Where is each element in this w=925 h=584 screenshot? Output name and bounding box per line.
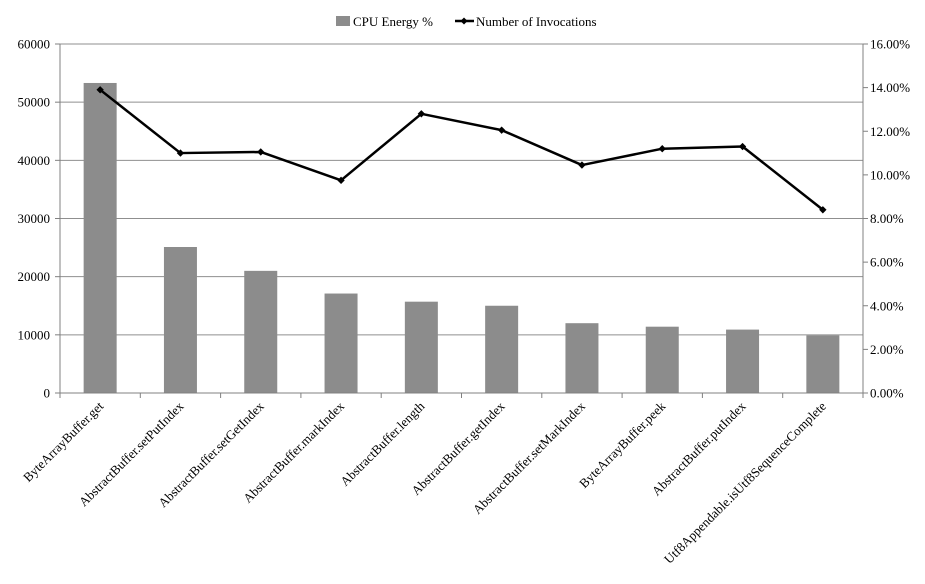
right-tick-label: 14.00% [870,80,910,95]
invocations-point-7 [658,145,666,153]
invocations-series-line [99,88,824,211]
left-tick-label: 40000 [18,153,51,168]
left-tick-label: 50000 [18,95,51,110]
bar-cpu-energy-8 [726,329,760,393]
category-label: AbstractBuffer.length [337,398,428,489]
left-tick-label: 20000 [18,269,51,284]
invocations-point-2 [257,148,265,156]
category-label: ByteArrayBuffer.get [20,398,107,485]
left-tick-label: 60000 [18,37,51,52]
legend: CPU Energy % Number of Invocations [336,14,597,29]
invocations-point-0 [96,86,104,94]
category-label: ByteArrayBuffer.peek [576,398,669,491]
bar-cpu-energy-7 [645,326,679,393]
invocations-point-8 [738,142,747,151]
invocations-line [96,86,827,214]
right-tick-label: 0.00% [870,386,904,401]
right-tick-label: 6.00% [870,255,904,270]
right-tick-label: 4.00% [870,298,904,313]
category-label: Utf8Appendable.isUtf8SequenceComplete [661,398,829,566]
right-tick-label: 12.00% [870,124,910,139]
legend-label-cpu-energy: CPU Energy % [353,14,433,29]
bar-cpu-energy-6 [565,323,599,393]
invocations-point-5 [497,126,506,134]
bar-cpu-energy-4 [404,301,438,393]
left-tick-label: 0 [44,386,51,401]
bar-cpu-energy-1 [163,247,197,393]
left-tick-label: 30000 [18,211,51,226]
bar-cpu-energy-5 [485,305,519,393]
left-tick-label: 10000 [18,327,51,342]
legend-marker-invocations [460,17,468,25]
right-tick-label: 16.00% [870,37,910,52]
bar-cpu-energy-9 [806,335,840,393]
right-tick-label: 10.00% [870,167,910,182]
legend-swatch-cpu-energy [336,16,350,26]
bar-cpu-energy-0 [83,82,117,393]
right-tick-label: 2.00% [870,342,904,357]
bar-cpu-energy-3 [324,293,358,393]
invocations-point-6 [578,161,586,169]
right-tick-label: 8.00% [870,211,904,226]
invocations-point-4 [417,110,426,118]
axes: 0 10000 20000 30000 40000 50000 60000 0.00% 2.00… [18,37,911,567]
bars [83,82,840,393]
bar-cpu-energy-2 [244,270,278,393]
legend-label-invocations: Number of Invocations [476,14,597,29]
